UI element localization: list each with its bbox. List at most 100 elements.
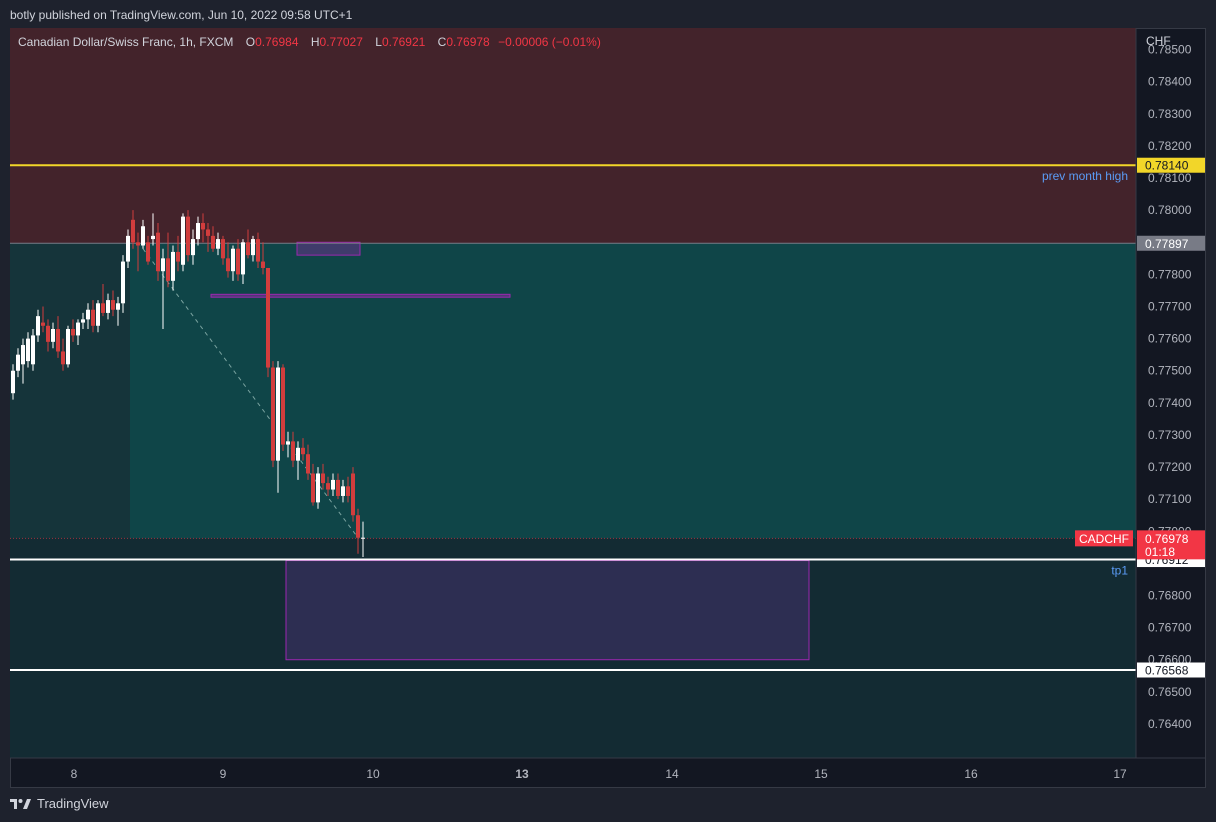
left-zone [10,243,130,539]
candle-body [356,515,360,538]
candle-body [281,367,285,445]
candle [66,325,70,368]
candle-body [41,322,45,326]
last-price-text: 0.76978 [1145,532,1189,546]
open-value: 0.76984 [255,35,299,49]
candle [296,441,300,480]
candle-body [46,325,50,342]
close-value: 0.76978 [446,35,490,49]
time-tick-label: 8 [71,767,78,781]
candle [341,479,345,503]
candle-body [311,473,315,503]
price-tick-label: 0.77200 [1148,460,1192,474]
publish-header: botly published on TradingView.com, Jun … [0,0,1216,28]
candle [186,210,190,262]
upper-zone [10,28,1136,244]
candle [221,235,225,265]
candle-body [326,483,330,490]
candle-body [251,239,255,256]
price-tick-label: 0.77300 [1148,428,1192,442]
price-tick-label: 0.77700 [1148,300,1192,314]
candle-body [196,223,200,240]
candle [86,303,90,329]
change-value: −0.00006 (−0.01%) [498,35,601,49]
candle-body [26,338,30,362]
candle [106,293,110,320]
candle [246,229,250,259]
price-tick-label: 0.77600 [1148,332,1192,346]
candle-body [161,258,165,272]
time-tick-label: 9 [220,767,227,781]
candle-body [331,479,335,490]
candle [351,467,355,522]
candle [81,312,85,329]
candle-body [291,441,295,461]
candle [196,216,200,246]
time-tick-label: 15 [814,767,828,781]
high-key: H [310,35,320,49]
candle-body [216,239,220,249]
candle [36,309,40,342]
candle [191,229,195,265]
lower-level-badge [1137,662,1205,678]
candle-body [246,242,250,256]
prev-month-high-badge-text: 0.78140 [1145,159,1189,173]
candle [311,463,315,506]
candle [121,255,125,313]
candle-body [156,232,160,272]
open-key: O [245,35,256,49]
candle-body [301,447,305,455]
candle-body [81,319,85,323]
candle-body [126,235,130,262]
candle [101,284,105,317]
time-tick-label: 10 [366,767,380,781]
time-tick-label: 13 [515,767,529,781]
candle [176,235,180,272]
candle-body [201,223,205,230]
resistance-badge [1137,235,1205,251]
candle-body [211,235,215,249]
candle [61,338,65,371]
candle [131,210,135,249]
symbol-badge-text: CADCHF [1079,532,1129,546]
candle-body [61,351,65,365]
candle [331,473,335,496]
candle [251,235,255,262]
footer-brand: TradingView [37,796,109,811]
candle-body [236,248,240,275]
candle-body [11,370,15,394]
order-block-line [210,293,511,298]
candle-body [261,261,265,268]
candle [321,463,325,490]
candle-body [111,300,115,310]
candle [181,213,185,272]
candle-body [146,242,150,262]
candle [126,229,130,268]
candle [21,338,25,384]
candle-body [166,258,170,281]
candle [31,328,35,371]
candle [76,319,80,346]
candle-body [266,267,270,368]
price-tick-label: 0.76400 [1148,717,1192,731]
candle [166,232,170,288]
candle [286,431,290,458]
prev-month-high-badge [1137,157,1205,173]
candle-body [186,216,190,256]
symbol-label: Canadian Dollar/Swiss Franc, 1h, FXCM [18,35,234,49]
candle-body [141,226,145,246]
candle-body [171,251,175,281]
resistance-badge-text: 0.77897 [1145,237,1189,251]
candle-body [231,248,235,272]
price-tick-label: 0.78100 [1148,171,1192,185]
candle-body [221,239,225,259]
countdown-text: 01:18 [1145,545,1175,559]
candle-body [86,309,90,320]
last-price-badge [1137,530,1205,560]
candle-body [21,345,25,365]
candle [276,361,280,493]
candle [41,306,45,333]
candle-body [51,328,55,342]
candle [96,300,100,333]
